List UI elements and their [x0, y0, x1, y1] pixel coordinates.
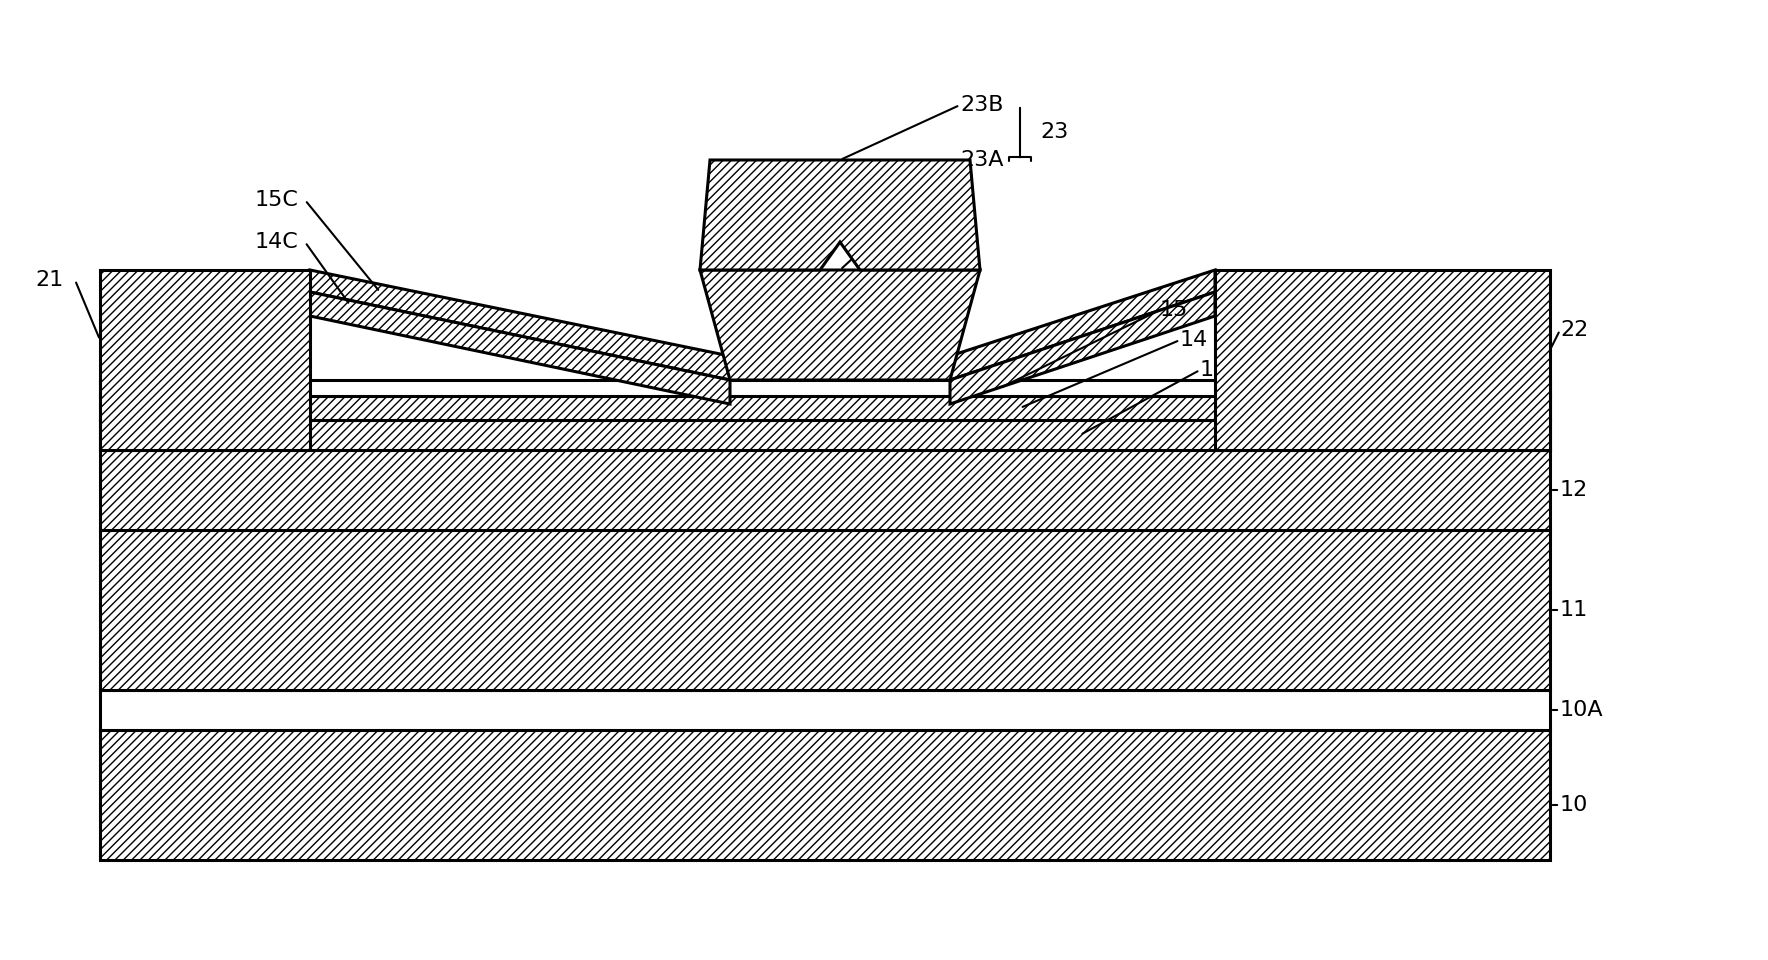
Polygon shape: [700, 160, 979, 270]
Text: 23A: 23A: [960, 150, 1004, 170]
Polygon shape: [949, 270, 1215, 380]
Text: 22: 22: [1559, 320, 1588, 340]
Polygon shape: [700, 270, 979, 380]
Text: 23B: 23B: [960, 95, 1004, 115]
Text: 15C: 15C: [255, 190, 299, 210]
Text: 12: 12: [1559, 480, 1588, 500]
Polygon shape: [949, 292, 1215, 404]
Polygon shape: [309, 292, 730, 404]
Text: 10: 10: [1559, 795, 1588, 815]
Bar: [101, 450, 1551, 530]
Bar: [101, 396, 1551, 420]
Bar: [101, 690, 1551, 730]
Bar: [101, 380, 1551, 396]
Polygon shape: [309, 270, 730, 380]
Text: 14: 14: [1179, 330, 1208, 350]
Text: 11: 11: [1559, 600, 1588, 620]
Text: 13: 13: [1200, 360, 1229, 380]
Bar: [101, 270, 309, 450]
Text: 15: 15: [1160, 300, 1188, 320]
Bar: [101, 730, 1551, 860]
Bar: [101, 530, 1551, 690]
Bar: [101, 420, 1551, 450]
Bar: [1215, 270, 1551, 450]
Text: 14C: 14C: [255, 232, 299, 252]
Text: 23: 23: [1040, 122, 1068, 142]
Text: 10A: 10A: [1559, 700, 1604, 720]
Text: 21: 21: [35, 270, 64, 290]
